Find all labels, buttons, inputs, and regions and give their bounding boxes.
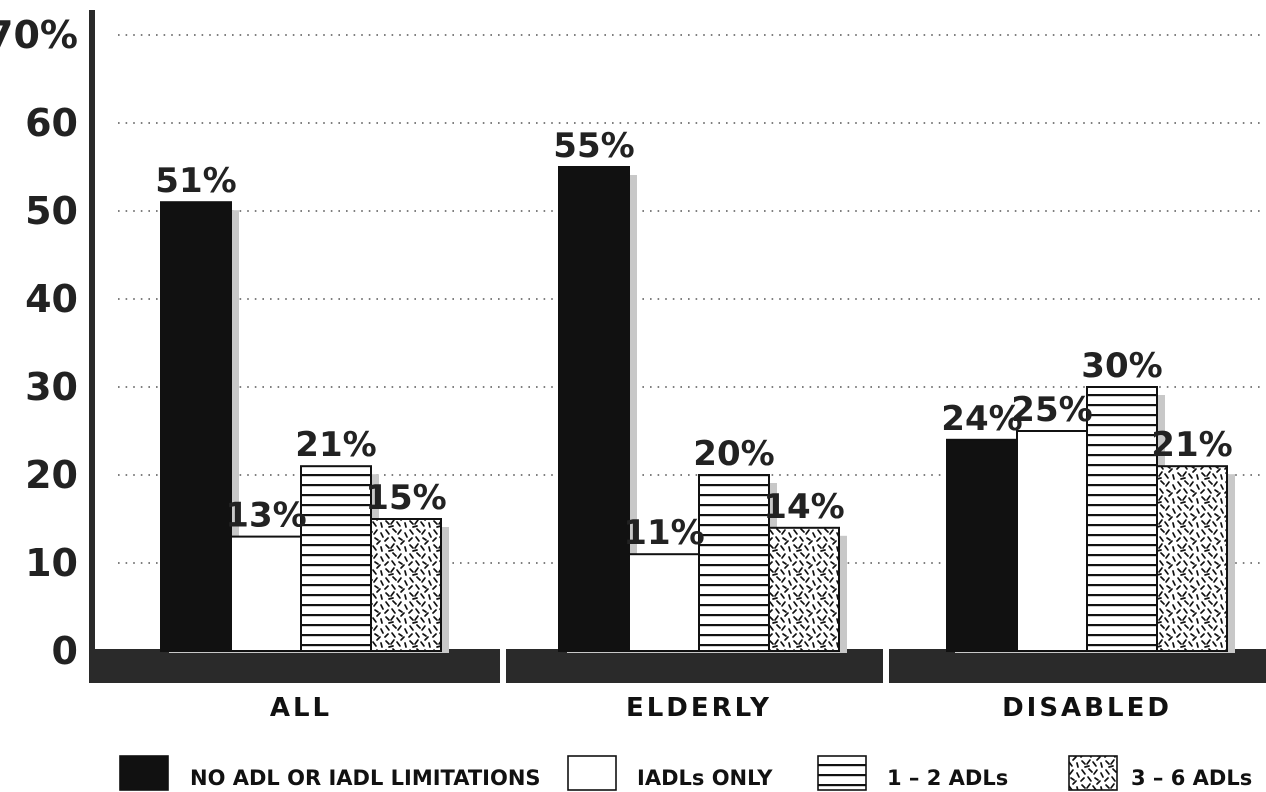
baseline-band xyxy=(506,649,883,683)
baseline-band xyxy=(89,649,500,683)
data-label: 25% xyxy=(1011,390,1092,430)
bar xyxy=(370,518,442,652)
bar xyxy=(628,553,700,653)
y-axis-line xyxy=(89,10,95,655)
baseline-band xyxy=(889,649,1266,683)
category-label: DISABLED xyxy=(1002,693,1172,723)
legend-label: IADLs ONLY xyxy=(637,766,773,790)
legend-label: 3 – 6 ADLs xyxy=(1131,766,1252,790)
data-label: 21% xyxy=(295,425,376,465)
data-label: 13% xyxy=(225,496,306,536)
bar xyxy=(558,166,630,652)
bar xyxy=(1016,430,1088,652)
data-label: 30% xyxy=(1081,346,1162,386)
legend-swatch xyxy=(1068,755,1118,791)
data-labels: 51% 13% 21% 15% 55% 11% 20% 14% 24%25%30% 21% xyxy=(155,126,1232,553)
data-label: 15% xyxy=(365,478,446,518)
data-label: 14% xyxy=(763,487,844,527)
bar xyxy=(300,465,372,653)
axes: 0 10 20 30 40 50 60 70% ALL ELDERLY DISABLED xyxy=(0,10,1266,723)
bar xyxy=(1156,465,1228,653)
legend-label: 1 – 2 ADLs xyxy=(887,766,1008,790)
legend-swatch xyxy=(817,755,867,791)
legend: NO ADL OR IADL LIMITATIONS IADLs ONLY 1 – … xyxy=(119,755,1252,791)
bars xyxy=(160,166,1235,653)
y-tick-label: 30 xyxy=(25,365,78,409)
bar xyxy=(946,438,1018,652)
bar xyxy=(160,201,232,652)
data-label: 55% xyxy=(553,126,634,166)
data-label: 24% xyxy=(941,399,1022,439)
y-tick-label: 60 xyxy=(25,101,78,145)
y-tick-label: 20 xyxy=(25,453,78,497)
y-tick-label: 0 xyxy=(52,629,78,673)
data-label: 11% xyxy=(623,513,704,553)
y-tick-label: 50 xyxy=(25,189,78,233)
y-tick-label: 10 xyxy=(25,541,78,585)
data-label: 20% xyxy=(693,434,774,474)
data-label: 21% xyxy=(1151,425,1232,465)
category-label: ALL xyxy=(270,693,332,723)
data-label: 51% xyxy=(155,161,236,201)
legend-label: NO ADL OR IADL LIMITATIONS xyxy=(190,766,541,790)
bar xyxy=(1086,386,1158,652)
legend-swatch xyxy=(119,755,169,791)
bar xyxy=(230,535,302,652)
bar xyxy=(698,474,770,652)
category-label: ELDERLY xyxy=(626,693,772,723)
bar xyxy=(768,526,840,652)
y-tick-label: 40 xyxy=(25,277,78,321)
legend-swatch xyxy=(567,755,617,791)
y-tick-label: 70% xyxy=(0,13,78,57)
